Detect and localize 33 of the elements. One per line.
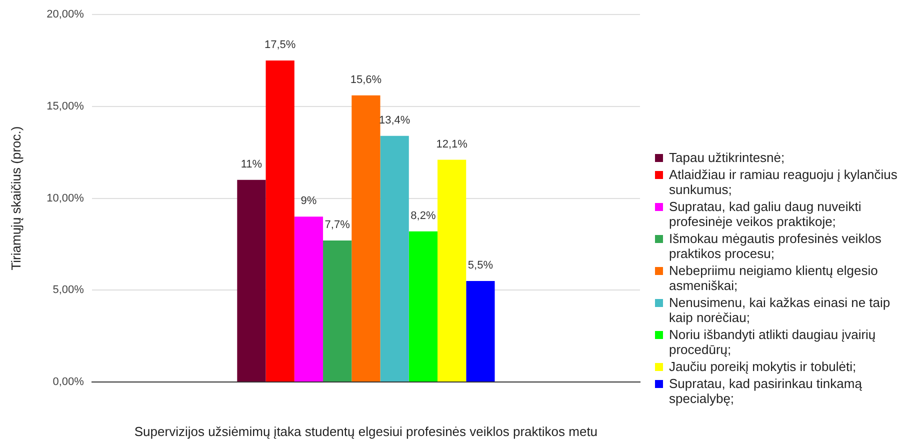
bar (237, 180, 266, 382)
y-tick-label: 20,00% (46, 8, 84, 21)
bar (466, 280, 495, 382)
data-label: 9% (300, 195, 317, 208)
legend-label: Nenusimenu, kai kažkas einasi ne taip kaip norėčiau; (669, 295, 892, 325)
bar (380, 136, 409, 382)
bar (266, 60, 294, 382)
y-tick-label: 0,00% (52, 376, 84, 388)
legend-label: Išmokau mėgautis profesinės veiklos praktikos procesu; (669, 231, 882, 261)
bar (323, 240, 352, 382)
x-axis-title: Supervizijos užsiėmimų įtaka studentų elgesiui profesinės veiklos praktikos metu (134, 424, 598, 439)
data-label: 12,1% (436, 138, 468, 150)
data-label: 17,5% (264, 39, 296, 52)
legend-label: Supratau, kad galiu daug nuveikti profesinėje veikos praktikoje; (669, 199, 862, 229)
data-label: 8,2% (410, 210, 436, 222)
bar (438, 160, 466, 382)
data-label: 5,5% (468, 259, 494, 272)
legend-label: Noriu išbandyti atlikti daugiau įvairių procedūrų; (669, 327, 877, 357)
legend-label: Nebepriimu neigiamo klientų elgesio asmeniškai; (669, 263, 879, 293)
y-axis-title: Tiriamųjų skaičius (proc.) (8, 126, 24, 270)
y-tick-label: 15,00% (46, 100, 84, 112)
data-label: 15,6% (350, 74, 382, 86)
legend-label: Supratau, kad pasirinkau tinkamą specialybę; (669, 376, 863, 406)
bar (352, 95, 380, 382)
legend-label: Tapau užtikrintesnė; (669, 150, 785, 165)
data-label: 7,7% (324, 219, 350, 232)
data-label: 11% (240, 158, 262, 170)
legend-label: Jaučiu poreikį mokytis ir tobulėti; (669, 359, 856, 374)
y-tick-label: 10,00% (46, 192, 84, 204)
bar (408, 231, 438, 382)
legend-label: Atlaidžiau ir ramiau reaguoju į kylančius sunkumus; (669, 167, 898, 197)
y-tick-label: 5,00% (52, 284, 84, 296)
bar (294, 216, 324, 382)
